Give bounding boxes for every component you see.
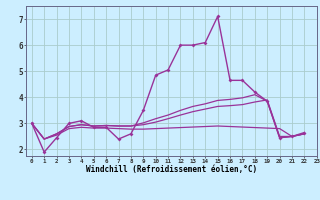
X-axis label: Windchill (Refroidissement éolien,°C): Windchill (Refroidissement éolien,°C) <box>86 165 257 174</box>
